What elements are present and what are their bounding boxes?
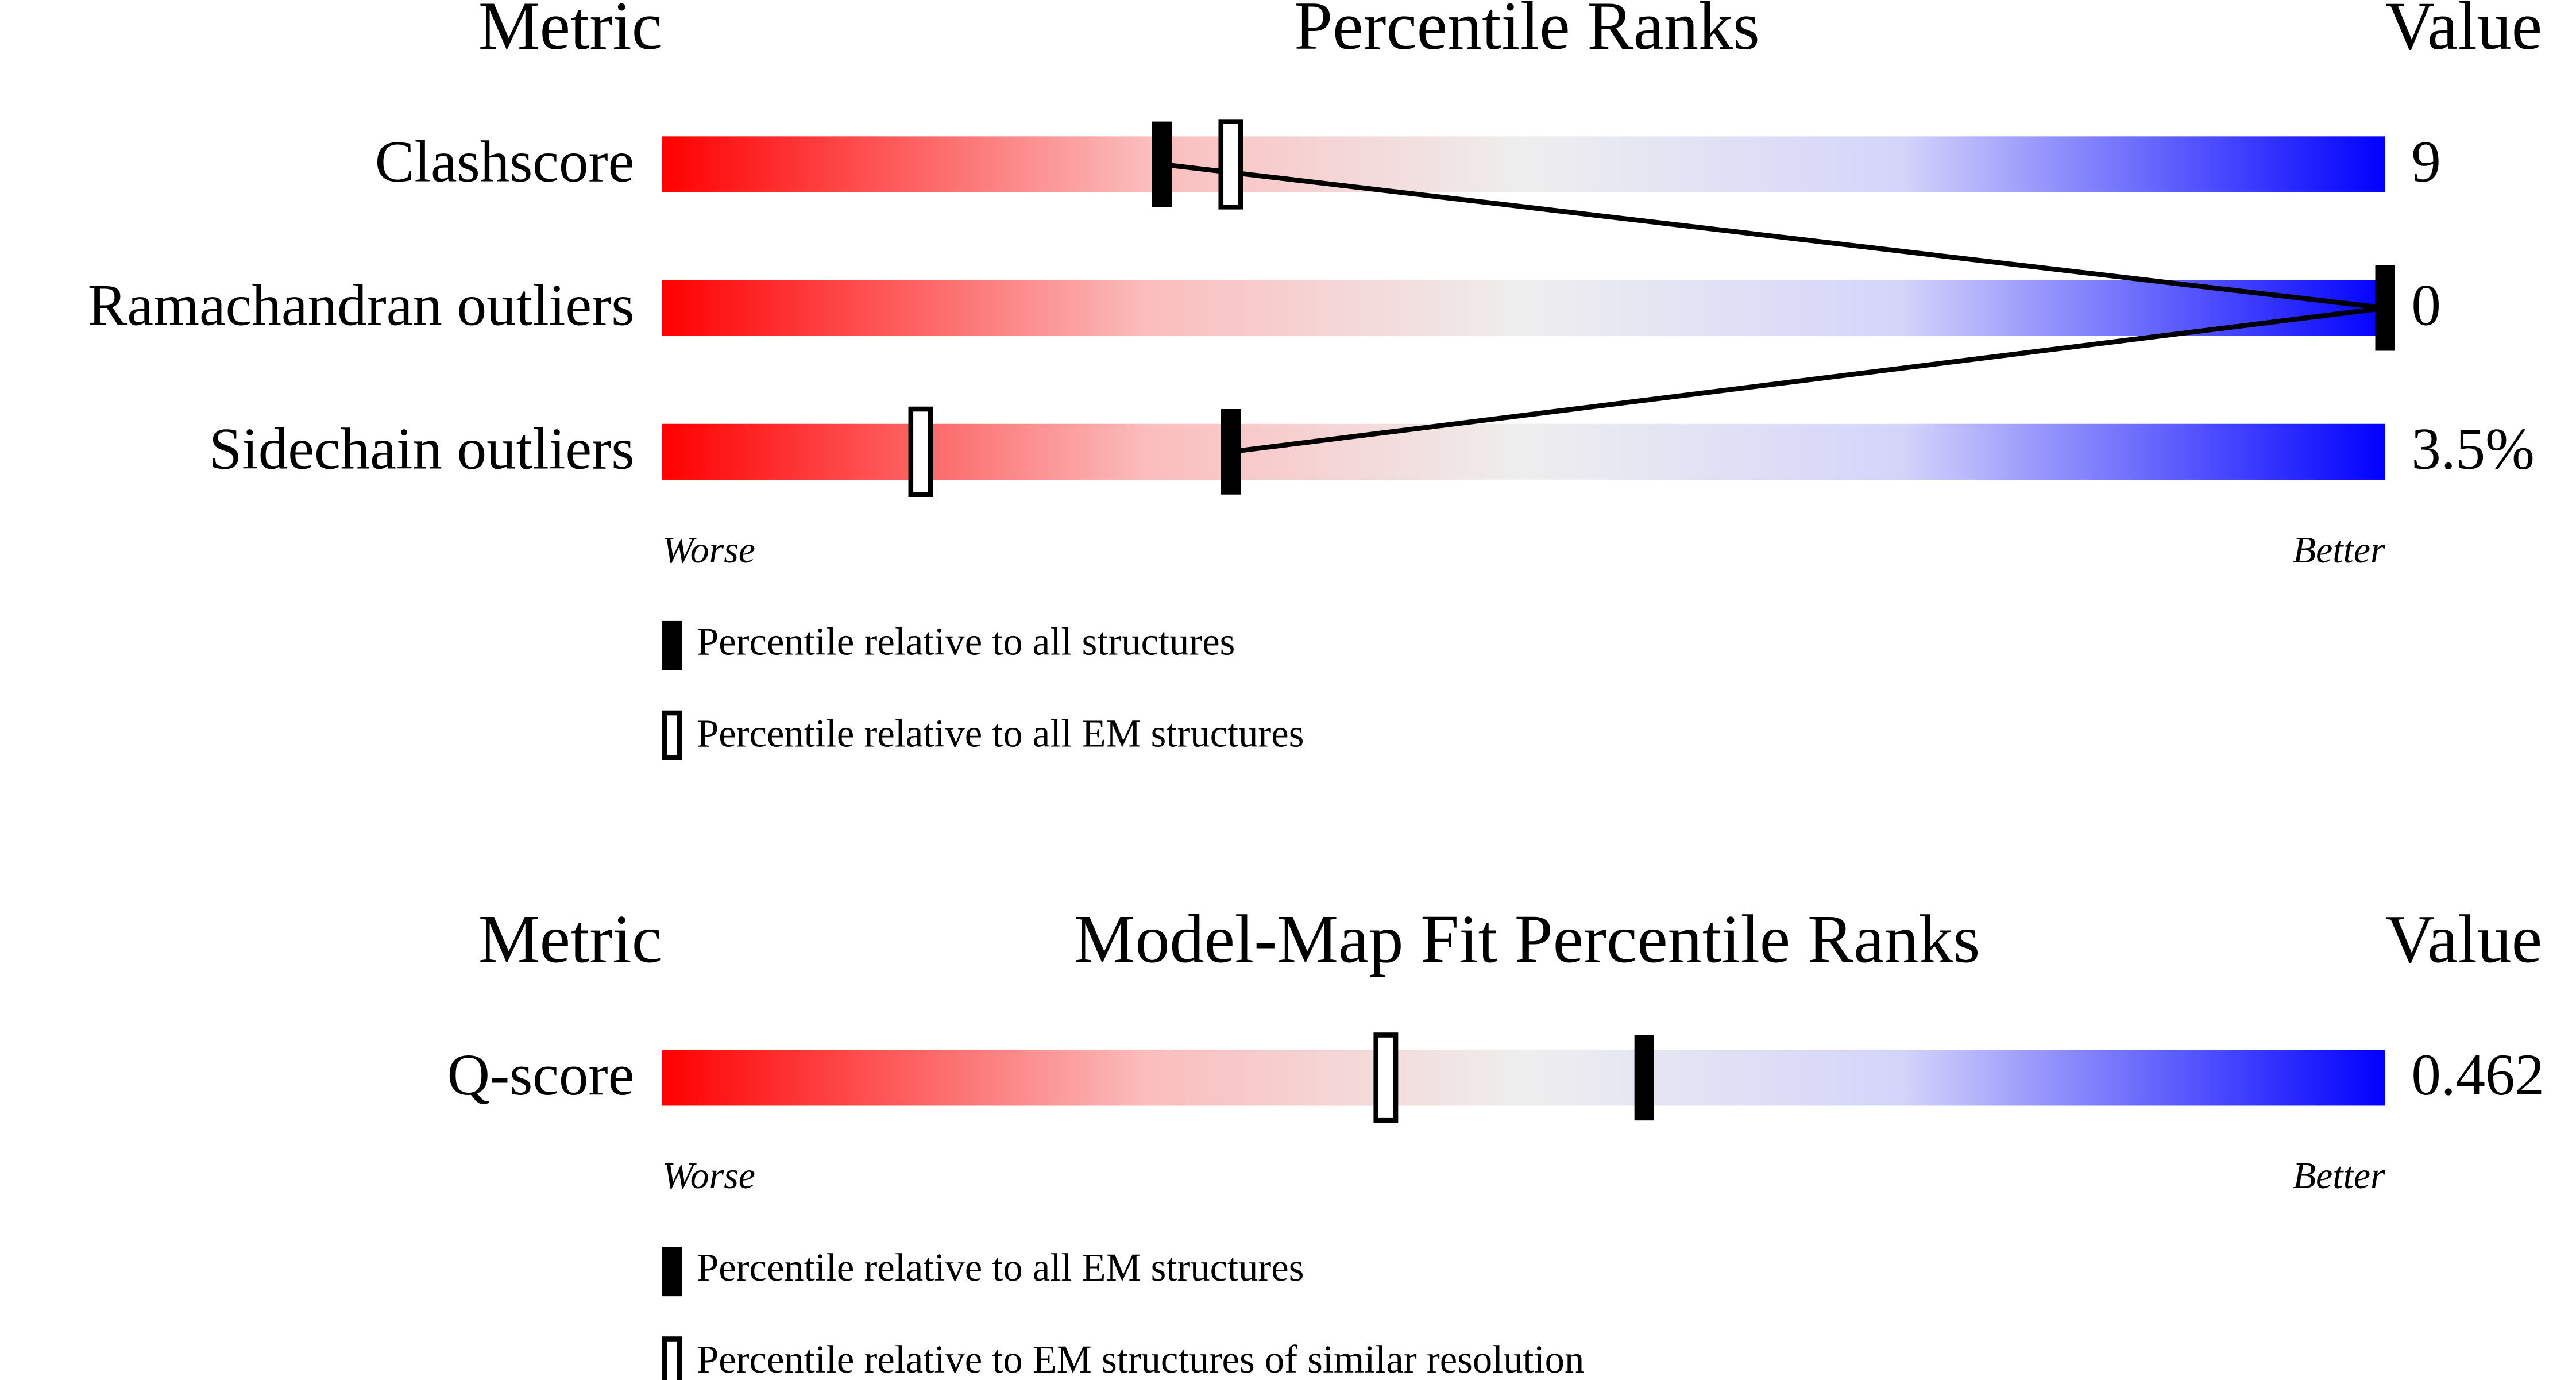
legend-swatch (662, 1247, 682, 1297)
legend-label: Percentile relative to all EM structures (697, 712, 1304, 755)
metric-label: Ramachandran outliers (88, 273, 635, 338)
percentile-bar (662, 280, 2385, 336)
metric-label: Sidechain outliers (209, 417, 634, 482)
marker-filled (1221, 409, 1241, 495)
value-header: Value (2385, 0, 2542, 64)
marker-open (1218, 119, 1243, 210)
marker-filled (1152, 121, 1172, 207)
percentile-bar (662, 136, 2385, 192)
scale-label-better: Better (2293, 1155, 2385, 1197)
percentile-bar (662, 1050, 2385, 1106)
value-header: Value (2385, 901, 2542, 977)
marker-open (1373, 1032, 1399, 1123)
metric-value: 0 (2411, 273, 2440, 338)
metric-value: 9 (2411, 129, 2440, 194)
legend-label: Percentile relative to all EM structures (697, 1246, 1304, 1289)
marker-filled (1634, 1035, 1654, 1121)
scale-label-worse: Worse (662, 1155, 755, 1197)
legend-swatch (662, 620, 682, 670)
scale-label-worse: Worse (662, 529, 755, 571)
metric-header: Metric (478, 0, 662, 64)
marker-filled (2375, 265, 2395, 351)
legend-label: Percentile relative to all structures (697, 620, 1235, 664)
chart-title: Model-Map Fit Percentile Ranks (1074, 901, 1980, 977)
metric-value: 0.462 (2411, 1042, 2544, 1108)
legend-swatch (662, 710, 682, 760)
metric-label: Clashscore (375, 129, 635, 194)
marker-open (908, 406, 933, 498)
chart-title: Percentile Ranks (1294, 0, 1759, 64)
metric-value: 3.5% (2411, 417, 2534, 482)
metric-header: Metric (478, 901, 662, 977)
legend-swatch (662, 1336, 682, 1380)
metric-label: Q-score (447, 1042, 635, 1108)
legend-label: Percentile relative to EM structures of … (697, 1337, 1584, 1380)
percentile-bar (662, 423, 2385, 480)
scale-label-better: Better (2293, 529, 2385, 571)
